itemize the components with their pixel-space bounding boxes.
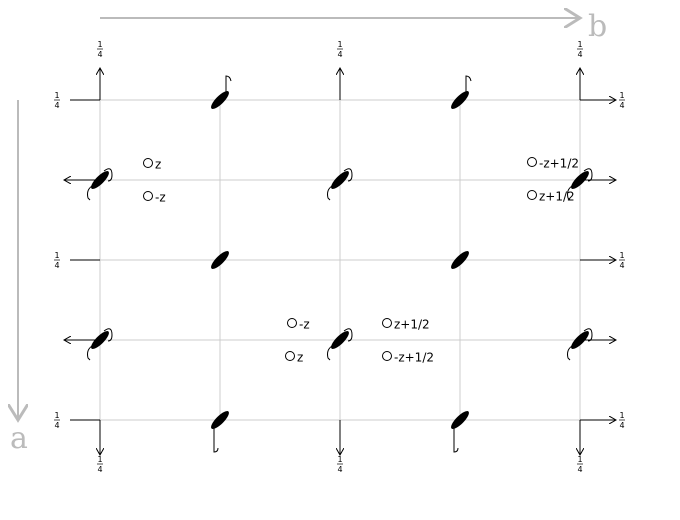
numerator: 1 [337, 455, 342, 464]
screw-axis [571, 331, 589, 349]
hook [87, 185, 93, 201]
screw-axis [571, 171, 589, 189]
screw-axis [211, 411, 229, 429]
b-axis-label: b [588, 9, 607, 44]
atom-position [527, 157, 537, 167]
denominator: 4 [619, 101, 624, 110]
numerator: 1 [54, 411, 59, 420]
atom-position [382, 351, 392, 361]
denominator: 4 [54, 421, 59, 430]
fraction: 14 [619, 411, 625, 430]
atom-label: z+1/2 [539, 190, 575, 204]
hook [583, 168, 593, 182]
atom-position [382, 318, 392, 328]
atom-position [143, 158, 153, 168]
atom-position [285, 351, 295, 361]
fraction: 14 [619, 91, 625, 110]
fraction: 14 [337, 40, 343, 59]
fraction: 14 [54, 251, 60, 270]
numerator: 1 [97, 455, 102, 464]
hook [567, 185, 573, 201]
denominator: 4 [54, 261, 59, 270]
denominator: 4 [337, 50, 342, 59]
hook [87, 345, 93, 361]
denominator: 4 [619, 261, 624, 270]
hook [213, 427, 219, 453]
numerator: 1 [577, 455, 582, 464]
denominator: 4 [577, 50, 582, 59]
denominator: 4 [619, 421, 624, 430]
hook [225, 75, 232, 93]
atom-label: z [297, 351, 303, 365]
hook [465, 75, 472, 93]
atom-label: z+1/2 [394, 318, 430, 332]
denominator: 4 [54, 101, 59, 110]
hook [567, 345, 573, 361]
hook [103, 168, 113, 182]
atom-position [143, 191, 153, 201]
numerator: 1 [619, 411, 624, 420]
hook [327, 345, 333, 361]
fraction: 14 [54, 411, 60, 430]
numerator: 1 [577, 40, 582, 49]
hook [343, 328, 353, 342]
symmetry-elements: 141414141414141414141414z-z-z+1/2z+1/2-z… [54, 40, 625, 474]
fraction: 14 [577, 40, 583, 59]
hook [103, 328, 113, 342]
denominator: 4 [97, 465, 102, 474]
numerator: 1 [619, 91, 624, 100]
hook [583, 328, 593, 342]
atom-label: -z [299, 318, 310, 332]
atom-position [287, 318, 297, 328]
screw-axis [451, 411, 469, 429]
denominator: 4 [337, 465, 342, 474]
atom-label: -z+1/2 [394, 351, 434, 365]
fraction: 14 [619, 251, 625, 270]
screw-axis [91, 331, 109, 349]
hook [327, 185, 333, 201]
screw-axis [451, 91, 469, 109]
numerator: 1 [97, 40, 102, 49]
screw-axis [211, 91, 229, 109]
denominator: 4 [97, 50, 102, 59]
fraction: 14 [97, 40, 103, 59]
grid [99, 99, 581, 421]
fraction: 14 [577, 455, 583, 474]
numerator: 1 [619, 251, 624, 260]
atom-position [527, 190, 537, 200]
fraction: 14 [97, 455, 103, 474]
fraction: 14 [54, 91, 60, 110]
numerator: 1 [54, 91, 59, 100]
numerator: 1 [337, 40, 342, 49]
atom-label: -z [155, 191, 166, 205]
atom-label: -z+1/2 [539, 157, 579, 171]
denominator: 4 [577, 465, 582, 474]
a-axis-label: a [10, 421, 28, 456]
screw-axis [451, 251, 469, 269]
atom-label: z [155, 158, 161, 172]
fraction: 14 [337, 455, 343, 474]
screw-axis [331, 171, 349, 189]
screw-axis [211, 251, 229, 269]
numerator: 1 [54, 251, 59, 260]
hook [453, 427, 459, 453]
screw-axis [331, 331, 349, 349]
hook [343, 168, 353, 182]
screw-axis [91, 171, 109, 189]
